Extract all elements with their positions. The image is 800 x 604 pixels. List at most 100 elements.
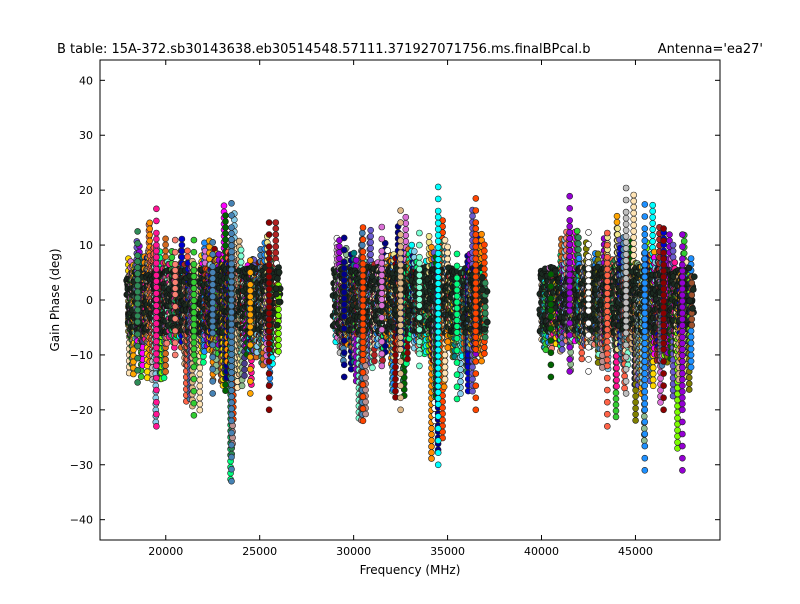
data-point [228, 338, 235, 346]
data-point [209, 317, 216, 325]
data-point [228, 266, 235, 274]
data-point [209, 269, 216, 276]
data-point [367, 232, 375, 240]
data-point [265, 291, 273, 299]
data-point [153, 284, 160, 291]
data-point [200, 358, 207, 366]
data-point [265, 309, 273, 317]
data-point [265, 340, 273, 347]
data-point [162, 241, 169, 249]
data-point [196, 406, 204, 414]
data-point [340, 282, 348, 290]
data-point [369, 364, 376, 372]
data-point [228, 369, 235, 376]
data-point [241, 372, 248, 380]
data-point [146, 219, 153, 227]
data-point [273, 290, 280, 298]
data-point [272, 219, 280, 226]
data-point [209, 341, 216, 349]
data-point [265, 382, 273, 390]
data-point [247, 305, 254, 313]
data-point [209, 287, 216, 295]
data-point [228, 230, 235, 237]
data-point [163, 339, 171, 347]
data-point [178, 235, 186, 243]
data-point [134, 228, 141, 235]
data-point [134, 318, 141, 326]
data-point [162, 368, 169, 376]
data-point [178, 253, 186, 261]
data-point [275, 298, 283, 306]
data-point [228, 363, 235, 370]
data-point [153, 398, 160, 406]
data-point [190, 411, 198, 419]
data-point [228, 326, 235, 334]
data-point [153, 308, 160, 315]
data-point [272, 243, 280, 250]
data-point [222, 236, 229, 243]
data-point [228, 200, 235, 207]
data-point [275, 342, 282, 349]
data-point [367, 239, 375, 246]
data-point [209, 263, 216, 270]
data-point [162, 247, 169, 255]
data-point [178, 247, 186, 255]
data-point [209, 275, 216, 282]
data-point [190, 315, 198, 323]
data-point [340, 349, 348, 357]
data-point [228, 314, 235, 322]
data-point [228, 212, 235, 219]
data-point [228, 320, 235, 328]
data-point [153, 235, 160, 243]
data-point [222, 224, 229, 231]
data-point [228, 387, 235, 394]
data-point [171, 279, 179, 286]
data-point [190, 375, 198, 383]
data-point [134, 240, 141, 247]
data-point [153, 320, 160, 327]
data-point [340, 373, 348, 381]
data-point [222, 242, 229, 249]
data-point [171, 327, 179, 335]
data-point [247, 353, 254, 361]
data-point [196, 388, 204, 396]
data-point [134, 258, 141, 265]
data-point [265, 321, 273, 329]
data-point [134, 276, 141, 284]
data-point [190, 291, 198, 298]
data-point [228, 254, 235, 262]
data-points [123, 183, 698, 485]
data-point [265, 279, 273, 287]
data-point [265, 285, 273, 293]
data-point [272, 231, 280, 238]
data-point [228, 278, 235, 286]
data-point [134, 270, 141, 277]
data-point [190, 333, 198, 341]
data-point [190, 363, 198, 371]
data-point [153, 386, 160, 394]
data-point [340, 295, 348, 302]
data-point [153, 374, 160, 382]
data-point [220, 202, 228, 209]
data-point [134, 306, 141, 314]
data-point [265, 273, 273, 281]
data-point [190, 260, 198, 268]
data-point [134, 330, 141, 338]
data-point [209, 365, 216, 373]
data-point [228, 236, 235, 243]
data-point [184, 247, 191, 255]
data-point [265, 267, 273, 275]
data-point [340, 258, 348, 266]
data-point [153, 296, 160, 303]
data-point [222, 212, 229, 219]
data-point [209, 239, 216, 246]
data-point [247, 365, 254, 373]
data-point [340, 325, 348, 332]
data-point [153, 271, 160, 279]
data-point [168, 254, 176, 261]
data-point [134, 342, 141, 350]
data-point [228, 290, 235, 298]
data-point [171, 236, 179, 244]
data-point [134, 312, 141, 320]
